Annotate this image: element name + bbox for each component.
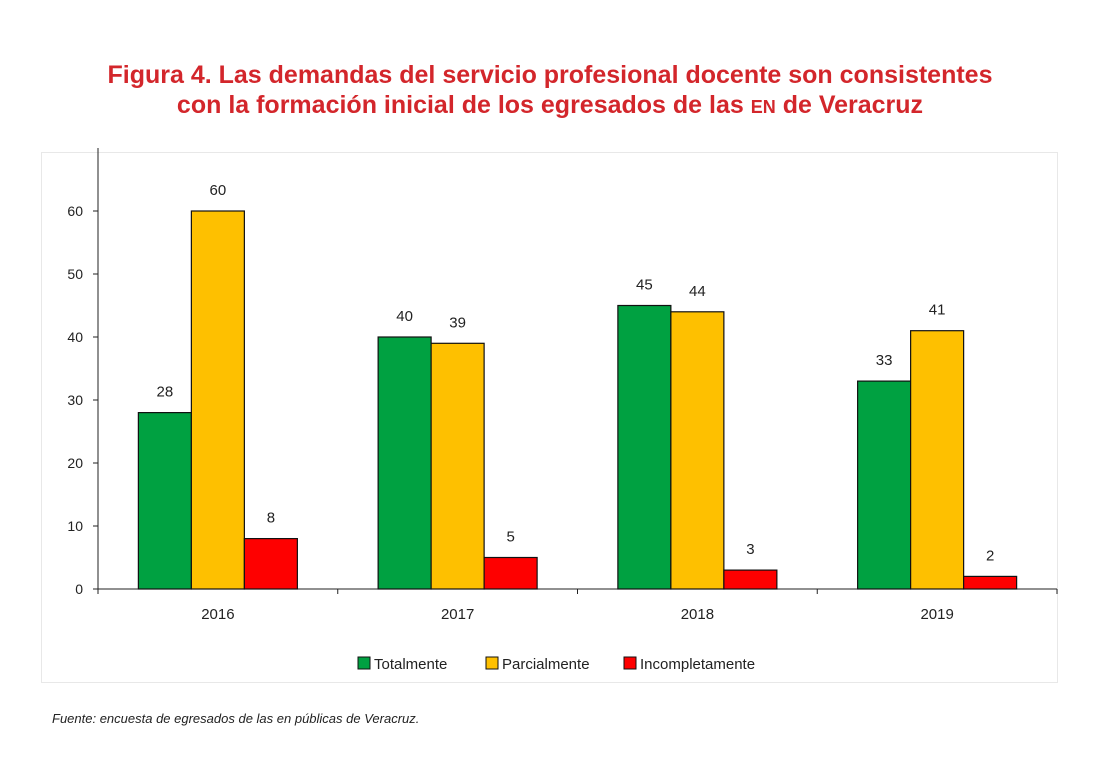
data-label: 60 xyxy=(210,182,227,199)
chart-title-abbrev: en xyxy=(750,91,776,119)
legend-swatch-parcialmente xyxy=(485,656,499,670)
bar-incompletamente-2019 xyxy=(963,575,1018,590)
legend-swatch-incompletamente xyxy=(623,656,637,670)
x-tick-label: 2016 xyxy=(201,606,234,623)
legend-label: Incompletamente xyxy=(640,656,755,673)
legend-swatch-totalmente xyxy=(357,656,371,670)
y-tick-label: 30 xyxy=(67,392,83,408)
bar-totalmente-2016 xyxy=(137,412,192,590)
chart-panel xyxy=(41,152,1058,683)
y-tick-label: 0 xyxy=(75,581,83,597)
chart-title-line2-start: con la formación inicial de los egresado… xyxy=(176,91,751,119)
bar-totalmente-2018 xyxy=(617,304,672,590)
bar-parcialmente-2018 xyxy=(670,311,725,590)
legend-label: Parcialmente xyxy=(502,656,590,673)
bar-incompletamente-2017 xyxy=(483,556,538,590)
data-label: 39 xyxy=(449,314,466,331)
legend-label: Totalmente xyxy=(374,656,447,673)
source-note: Fuente: encuesta de egresados de las en … xyxy=(52,711,420,726)
bar-incompletamente-2018 xyxy=(723,569,778,590)
y-tick-label: 50 xyxy=(67,266,83,282)
bar-incompletamente-2016 xyxy=(243,537,298,590)
x-tick-label: 2018 xyxy=(681,606,714,623)
chart-title-line2: con la formación inicial de los egresado… xyxy=(0,90,1100,120)
data-label: 33 xyxy=(876,352,893,369)
x-tick-label: 2019 xyxy=(920,606,953,623)
y-tick-label: 10 xyxy=(67,518,83,534)
data-label: 40 xyxy=(396,308,413,325)
bar-totalmente-2017 xyxy=(377,336,432,590)
data-label: 3 xyxy=(746,541,754,558)
bar-parcialmente-2019 xyxy=(910,330,965,590)
data-label: 8 xyxy=(267,510,275,527)
x-tick-label: 2017 xyxy=(441,606,474,623)
data-label: 41 xyxy=(929,302,946,319)
y-tick-label: 40 xyxy=(67,329,83,345)
data-label: 5 xyxy=(506,529,514,546)
y-tick-label: 60 xyxy=(67,203,83,219)
y-tick-label: 20 xyxy=(67,455,83,471)
chart-title-line1: Figura 4. Las demandas del servicio prof… xyxy=(107,61,993,89)
data-label: 2 xyxy=(986,547,994,564)
bar-parcialmente-2017 xyxy=(430,342,485,590)
bar-totalmente-2019 xyxy=(857,380,912,590)
bar-parcialmente-2016 xyxy=(190,210,245,590)
data-label: 45 xyxy=(636,277,653,294)
data-label: 28 xyxy=(157,384,174,401)
data-label: 44 xyxy=(689,283,706,300)
chart-title: Figura 4. Las demandas del servicio prof… xyxy=(0,60,1100,120)
chart-title-line2-end: de Veracruz xyxy=(775,91,924,119)
